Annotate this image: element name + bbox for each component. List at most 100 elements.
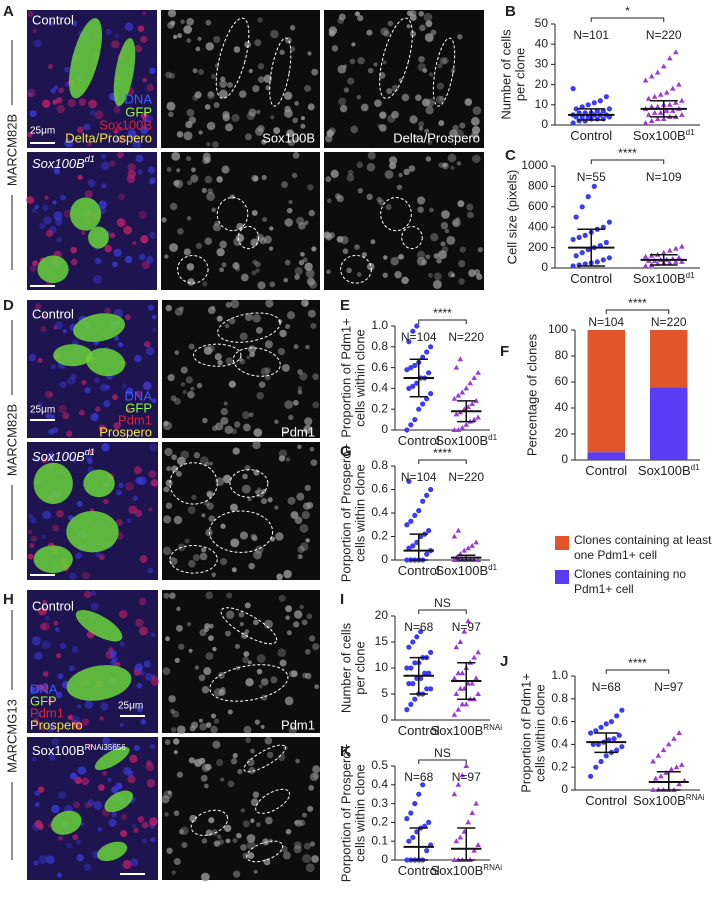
nucleus (425, 156, 432, 162)
nucleus (328, 26, 338, 35)
data-point (457, 834, 464, 840)
x-tick-label: Sox100BRNAi (431, 863, 503, 879)
nucleus (396, 184, 403, 191)
nucleus (139, 555, 148, 563)
data-point (416, 791, 422, 797)
x-tick-label: Control (398, 563, 440, 578)
nucleus (356, 94, 362, 100)
nucleus (26, 88, 36, 98)
nucleus (284, 91, 293, 100)
nucleus (114, 335, 119, 341)
nucleus (312, 643, 320, 651)
nucleus (305, 538, 310, 543)
significance-label: **** (628, 296, 647, 310)
nucleus (188, 757, 196, 764)
error-bar (656, 771, 681, 791)
nucleus (293, 400, 299, 406)
genotype-text: MARCM82B (4, 404, 19, 476)
significance-bracket (590, 159, 665, 164)
data-point (597, 98, 603, 104)
nucleus (247, 660, 252, 665)
clone (69, 197, 102, 231)
nucleus (388, 156, 398, 165)
nucleus (194, 665, 200, 670)
nucleus (66, 451, 73, 458)
nucleus (181, 841, 188, 849)
nucleus (222, 110, 230, 119)
data-point (404, 427, 410, 433)
data-point (424, 349, 430, 355)
nucleus (282, 851, 291, 860)
nucleus (234, 421, 241, 428)
nucleus (213, 35, 221, 44)
nucleus (212, 740, 221, 749)
data-point (424, 396, 430, 402)
nucleus (33, 717, 40, 724)
y-tick-label: 0.6 (371, 482, 388, 496)
data-point (424, 492, 430, 498)
micrograph (26, 151, 157, 290)
nucleus (73, 721, 83, 730)
data-point (408, 365, 414, 371)
data-point (406, 644, 412, 650)
nucleus (124, 314, 131, 321)
nucleus (214, 353, 222, 361)
nucleus (246, 111, 255, 121)
clone (75, 610, 123, 642)
nucleus (418, 121, 425, 127)
data-point (420, 782, 426, 788)
nucleus (35, 303, 42, 310)
nucleus (303, 842, 311, 850)
nucleus (165, 502, 173, 510)
nucleus (246, 840, 256, 850)
nucleus (357, 57, 365, 65)
nucleus (54, 321, 64, 330)
nucleus (224, 323, 230, 329)
nucleus (257, 17, 263, 23)
nucleus (208, 635, 214, 641)
nucleus (117, 151, 124, 159)
nucleus (403, 168, 410, 176)
nucleus (472, 106, 482, 115)
nucleus (240, 273, 249, 282)
data-point (673, 245, 679, 251)
error-bar (649, 100, 678, 118)
nucleus (370, 239, 376, 245)
data-point (404, 707, 410, 713)
nucleus (325, 233, 333, 241)
nucleus (103, 400, 111, 408)
data-point (424, 551, 430, 557)
data-point (679, 243, 685, 249)
nucleus (134, 509, 143, 517)
nucleus (90, 602, 99, 611)
nucleus (124, 255, 133, 264)
nucleus (360, 103, 369, 112)
nucleus (284, 218, 293, 227)
nucleus (255, 268, 260, 273)
nucleus (287, 138, 295, 147)
nucleus (382, 60, 387, 65)
clone-outline (220, 607, 278, 645)
nucleus (27, 529, 33, 535)
nucleus (162, 546, 172, 556)
y-tick-label: 0 (561, 452, 568, 466)
nucleus (470, 116, 480, 126)
data-point (457, 356, 464, 362)
data-point (406, 838, 412, 844)
nucleus (172, 710, 180, 718)
nucleus (261, 217, 268, 223)
y-axis-label: cells within clone (532, 684, 547, 782)
nucleus (475, 273, 483, 280)
genotype-label: MARCM82B MARCM82B MARCMG13 (4, 40, 19, 860)
data-point (412, 801, 418, 807)
data-point (469, 542, 475, 548)
nucleus (291, 172, 298, 179)
bar-segment (587, 330, 625, 453)
nucleus (76, 500, 83, 507)
nucleus (149, 231, 157, 239)
nucleus (165, 636, 170, 642)
label-base: Control (585, 793, 627, 808)
nucleus (203, 346, 213, 355)
data-point (463, 701, 470, 707)
error-bar (457, 662, 476, 700)
